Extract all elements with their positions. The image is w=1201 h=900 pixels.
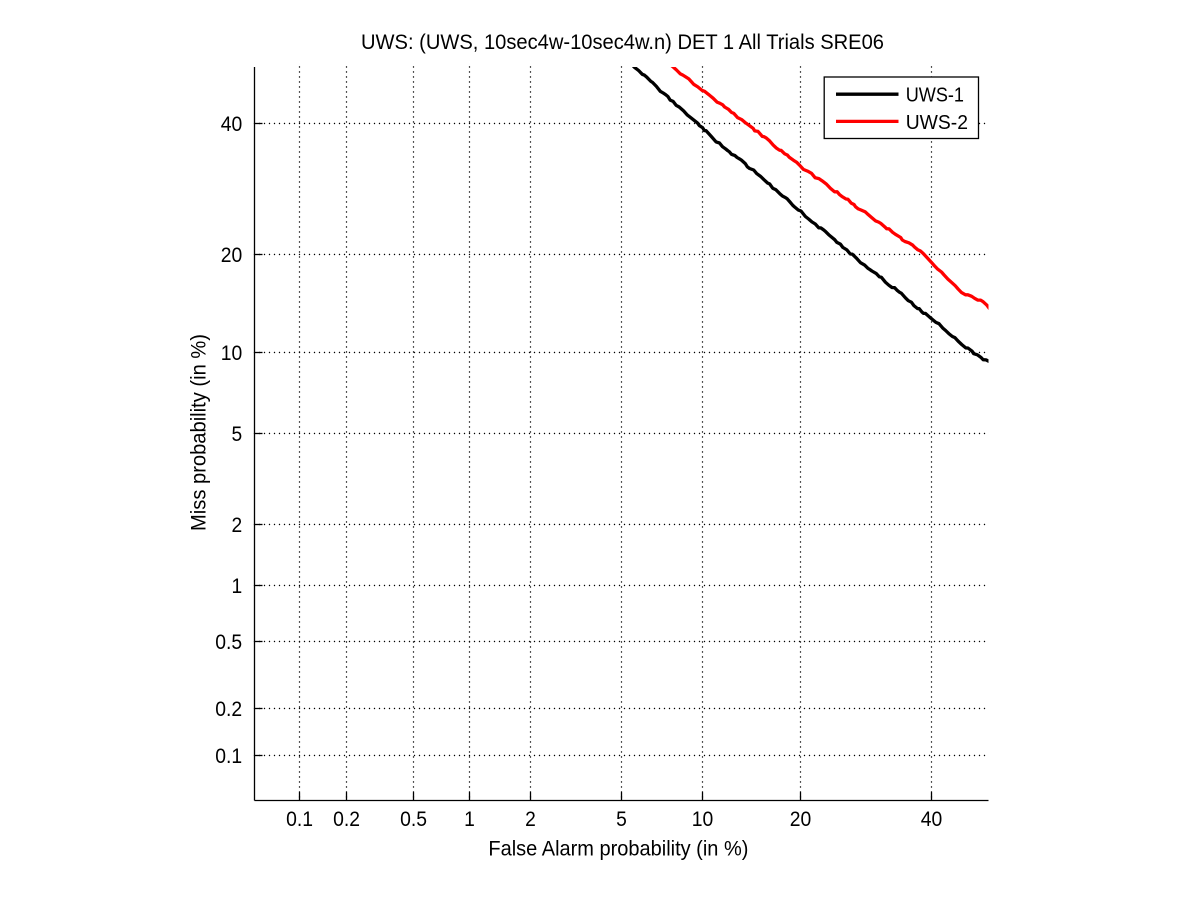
svg-text:5: 5: [616, 808, 627, 831]
svg-text:40: 40: [921, 808, 943, 831]
svg-text:0.1: 0.1: [215, 745, 242, 768]
svg-text:False Alarm probability (in %): False Alarm probability (in %): [488, 838, 748, 861]
svg-text:1: 1: [464, 808, 475, 831]
svg-text:40: 40: [221, 113, 243, 136]
svg-text:UWS: (UWS, 10sec4w-10sec4w.n): UWS: (UWS, 10sec4w-10sec4w.n) DET 1 All …: [361, 31, 884, 54]
svg-text:0.5: 0.5: [400, 808, 427, 831]
svg-text:20: 20: [790, 808, 812, 831]
svg-text:0.2: 0.2: [215, 698, 242, 721]
svg-text:2: 2: [525, 808, 536, 831]
svg-text:UWS-2: UWS-2: [906, 111, 968, 134]
svg-text:UWS-1: UWS-1: [906, 84, 964, 107]
svg-text:10: 10: [692, 808, 714, 831]
svg-text:10: 10: [221, 342, 243, 365]
svg-text:0.1: 0.1: [286, 808, 313, 831]
svg-text:1: 1: [232, 575, 243, 598]
svg-text:5: 5: [232, 423, 243, 446]
svg-text:20: 20: [221, 244, 243, 267]
svg-text:0.5: 0.5: [215, 631, 242, 654]
svg-text:0.2: 0.2: [333, 808, 360, 831]
svg-text:2: 2: [232, 514, 243, 537]
svg-text:Miss probability (in %): Miss probability (in %): [188, 334, 211, 531]
